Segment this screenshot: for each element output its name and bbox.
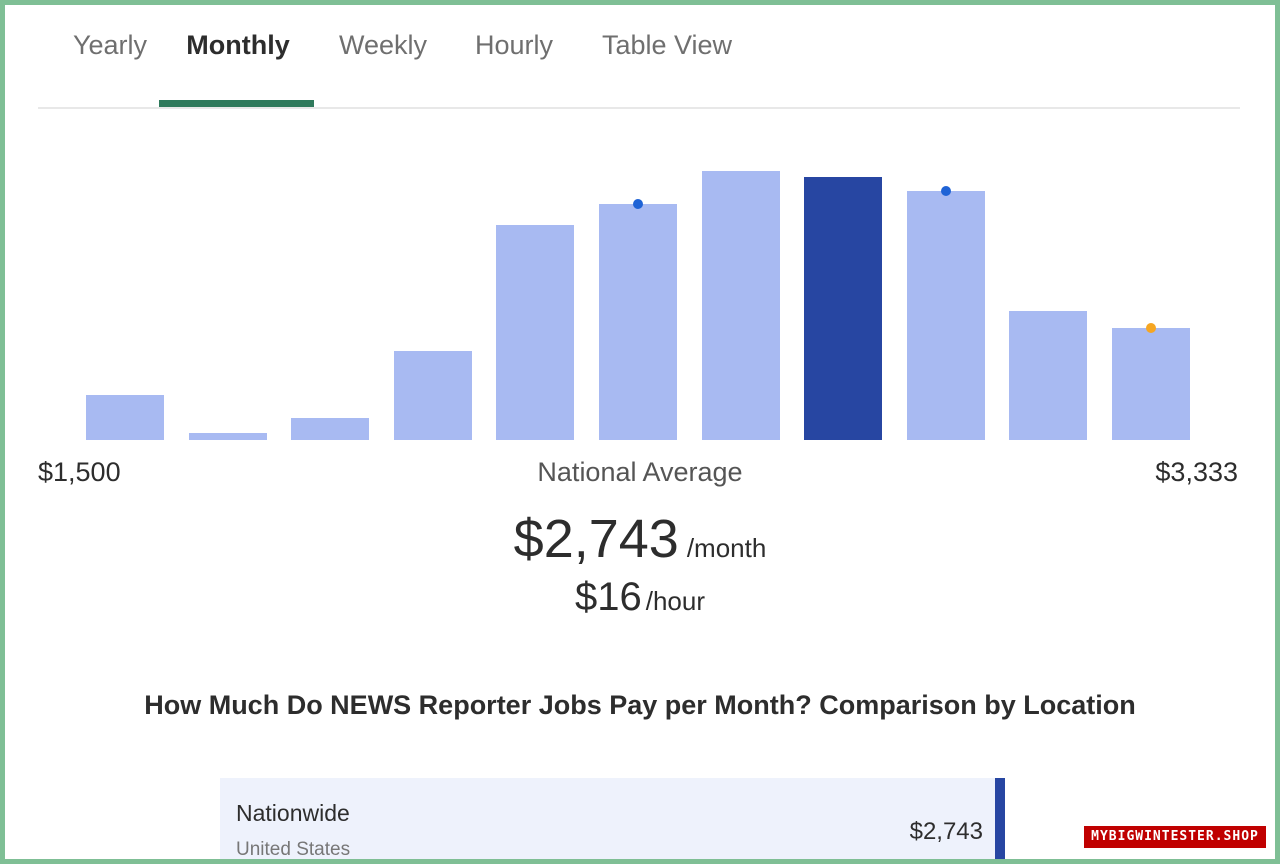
hourly-average-value: $16 [574,575,642,619]
salary-distribution-chart [0,120,1280,450]
bar-marker-dot [1146,323,1156,333]
bar-marker-dot [941,186,951,196]
pay-period-tabs: Yearly Monthly Weekly Hourly Table View [38,0,1240,109]
tab-monthly[interactable]: Monthly [186,30,290,60]
watermark-badge: MYBIGWINTESTER.SHOP [1084,826,1266,848]
bar-marker-dot [633,199,643,209]
histogram-bar[interactable] [1009,311,1087,440]
location-name: Nationwide [236,800,350,826]
histogram-bar[interactable] [804,177,882,440]
range-min-label: $1,500 [38,457,121,487]
hourly-unit: /hour [645,586,705,616]
active-tab-indicator [159,100,314,107]
histogram-bar[interactable] [1112,328,1190,440]
histogram-bar[interactable] [702,171,780,440]
location-sub: United States [236,839,351,860]
histogram-bar[interactable] [599,204,677,440]
national-average-label: National Average [537,457,743,487]
histogram-bar[interactable] [189,433,267,440]
tab-weekly[interactable]: Weekly [338,30,428,60]
tab-hourly[interactable]: Hourly [474,30,554,60]
histogram-bar[interactable] [907,191,985,440]
range-max-label: $3,333 [1155,457,1238,487]
location-comparison-heading: How Much Do NEWS Reporter Jobs Pay per M… [144,690,1136,720]
location-value: $2,743 [909,818,983,845]
hourly-average: $16/hour [0,575,1280,620]
location-row-nationwide[interactable]: Nationwide United States $2,743 [220,778,1005,864]
histogram-bar[interactable] [496,225,574,440]
tab-yearly[interactable]: Yearly [72,30,148,60]
monthly-average-value: $2,743 [513,509,679,569]
monthly-unit: /month [686,533,767,563]
tab-table-view[interactable]: Table View [601,30,733,60]
monthly-average: $2,743/month [0,508,1280,570]
histogram-bar[interactable] [291,418,369,440]
histogram-bar[interactable] [86,395,164,440]
histogram-bar[interactable] [394,351,472,440]
